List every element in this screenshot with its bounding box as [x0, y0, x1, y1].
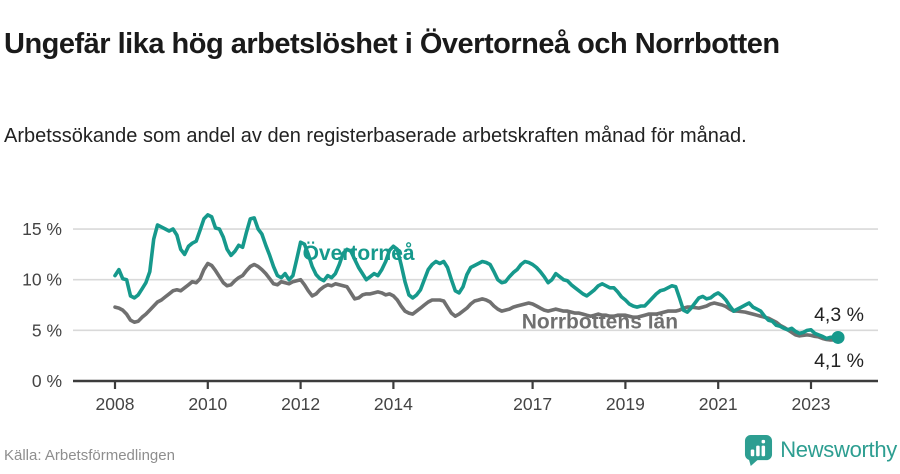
brand-name: Newsworthy [780, 437, 897, 462]
line-chart: 0 % 5 % 10 % 15 % 2008 2010 2012 2014 2017 2019 20… [22, 213, 878, 414]
brand-lockup: Newsworthy [744, 434, 897, 466]
end-value-label-norrbotten: 4,1 % [814, 350, 864, 372]
x-axis-tick-label: 2014 [374, 394, 413, 414]
series-end-dot [831, 330, 845, 344]
x-axis-tick-label: 2021 [699, 394, 738, 414]
y-axis-tick-label: 0 % [32, 371, 62, 391]
x-axis-tick-label: 2008 [96, 394, 135, 414]
source-credit: Källa: Arbetsförmedlingen [4, 447, 175, 464]
end-value-label-overtornea: 4,3 % [814, 304, 864, 326]
series-line-norrbotten [113, 261, 840, 342]
x-axis-tick-label: 2019 [606, 394, 645, 414]
x-axis-tick-label: 2017 [513, 394, 552, 414]
y-axis-tick-label: 5 % [32, 320, 62, 340]
newsworthy-logo-icon [745, 435, 773, 466]
series-label-overtornea: Övertorneå [303, 242, 415, 265]
y-axis-tick-label: 15 % [22, 219, 62, 239]
chart-subtitle: Arbetssökande som andel av den registerb… [4, 125, 747, 147]
y-axis-tick-label: 10 % [22, 270, 62, 290]
series-line-overtornea [113, 213, 840, 341]
page-title: Ungefär lika hög arbetslöshet i Övertorn… [4, 28, 780, 61]
footer: Källa: Arbetsförmedlingen Newsworthy [0, 434, 900, 468]
series-label-norrbotten: Norrbottens län [522, 311, 678, 334]
x-axis-tick-label: 2010 [188, 394, 227, 414]
x-axis-tick-label: 2012 [281, 394, 320, 414]
x-axis-tick-label: 2023 [792, 394, 831, 414]
